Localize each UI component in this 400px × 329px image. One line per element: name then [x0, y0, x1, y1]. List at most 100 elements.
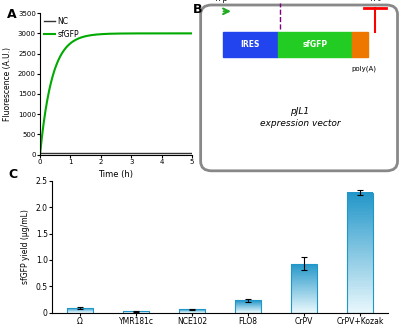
Bar [291, 264, 317, 265]
Bar [291, 264, 317, 313]
Bar [347, 266, 373, 267]
Bar [291, 297, 317, 298]
Bar [347, 208, 373, 209]
Bar [347, 287, 373, 289]
Legend: NC, sfGFP: NC, sfGFP [44, 17, 79, 39]
Bar [291, 278, 317, 279]
Bar [347, 198, 373, 200]
Bar [347, 242, 373, 243]
Bar [291, 284, 317, 285]
Text: A: A [6, 8, 16, 20]
Bar [291, 307, 317, 308]
Bar [291, 296, 317, 297]
Bar [291, 306, 317, 307]
Text: B: B [193, 3, 203, 16]
Text: T7t: T7t [369, 0, 382, 3]
Bar [291, 287, 317, 288]
Bar [347, 275, 373, 277]
Bar [347, 276, 373, 278]
Bar [291, 269, 317, 270]
Y-axis label: sfGFP yield (μg/mL): sfGFP yield (μg/mL) [21, 209, 30, 284]
Bar [347, 224, 373, 226]
Bar [347, 272, 373, 273]
Bar [347, 197, 373, 198]
Bar [123, 312, 149, 313]
Bar [347, 280, 373, 281]
Bar [291, 279, 317, 280]
Bar [347, 206, 373, 208]
Bar [291, 291, 317, 292]
Bar [291, 312, 317, 313]
Bar [291, 298, 317, 299]
Bar [347, 203, 373, 205]
Bar [291, 301, 317, 302]
Bar [291, 277, 317, 278]
Bar [347, 240, 373, 242]
Bar [291, 296, 317, 297]
Bar [291, 285, 317, 286]
Bar [291, 293, 317, 294]
Bar [291, 311, 317, 312]
Bar [347, 209, 373, 211]
Bar [291, 294, 317, 295]
Bar [347, 214, 373, 215]
Bar [347, 227, 373, 229]
Bar [291, 265, 317, 266]
Bar [291, 272, 317, 273]
Bar [347, 245, 373, 246]
Bar [347, 221, 373, 222]
Bar [291, 282, 317, 283]
Bar [347, 265, 373, 266]
Y-axis label: Fluorescence (A.U.): Fluorescence (A.U.) [3, 47, 12, 121]
Bar [67, 308, 93, 313]
Bar [347, 273, 373, 275]
Bar [291, 275, 317, 276]
Bar [347, 232, 373, 233]
Bar [347, 251, 373, 253]
Bar [347, 294, 373, 296]
Bar [347, 235, 373, 236]
Bar [291, 310, 317, 311]
Bar [347, 200, 373, 202]
Bar [291, 267, 317, 268]
Bar [291, 274, 317, 275]
Bar [347, 225, 373, 227]
Bar [291, 309, 317, 310]
Bar [291, 305, 317, 306]
Bar [347, 228, 373, 230]
Bar [347, 300, 373, 302]
Bar [347, 246, 373, 248]
Bar [347, 201, 373, 203]
Bar [291, 276, 317, 277]
Bar [347, 290, 373, 291]
Bar [347, 211, 373, 212]
Bar [347, 254, 373, 256]
Bar [347, 303, 373, 305]
Bar [291, 308, 317, 309]
Bar [347, 302, 373, 304]
Bar [291, 302, 317, 303]
Bar [347, 297, 373, 299]
Bar [347, 281, 373, 283]
Bar [291, 300, 317, 301]
Bar [291, 271, 317, 272]
Bar [291, 279, 317, 280]
Bar [347, 311, 373, 313]
Bar [291, 266, 317, 267]
Bar [347, 283, 373, 284]
Bar [347, 243, 373, 245]
Bar [347, 236, 373, 238]
Text: C: C [8, 168, 18, 181]
Text: pJL1
expression vector: pJL1 expression vector [260, 107, 340, 128]
Bar [347, 278, 373, 280]
Bar [291, 303, 317, 304]
Bar [291, 289, 317, 290]
Bar [291, 283, 317, 284]
Bar [347, 233, 373, 235]
Bar [347, 192, 373, 313]
Bar [352, 32, 368, 57]
Bar [347, 299, 373, 301]
Bar [223, 32, 278, 57]
X-axis label: Time (h): Time (h) [98, 170, 134, 179]
Bar [347, 219, 373, 221]
